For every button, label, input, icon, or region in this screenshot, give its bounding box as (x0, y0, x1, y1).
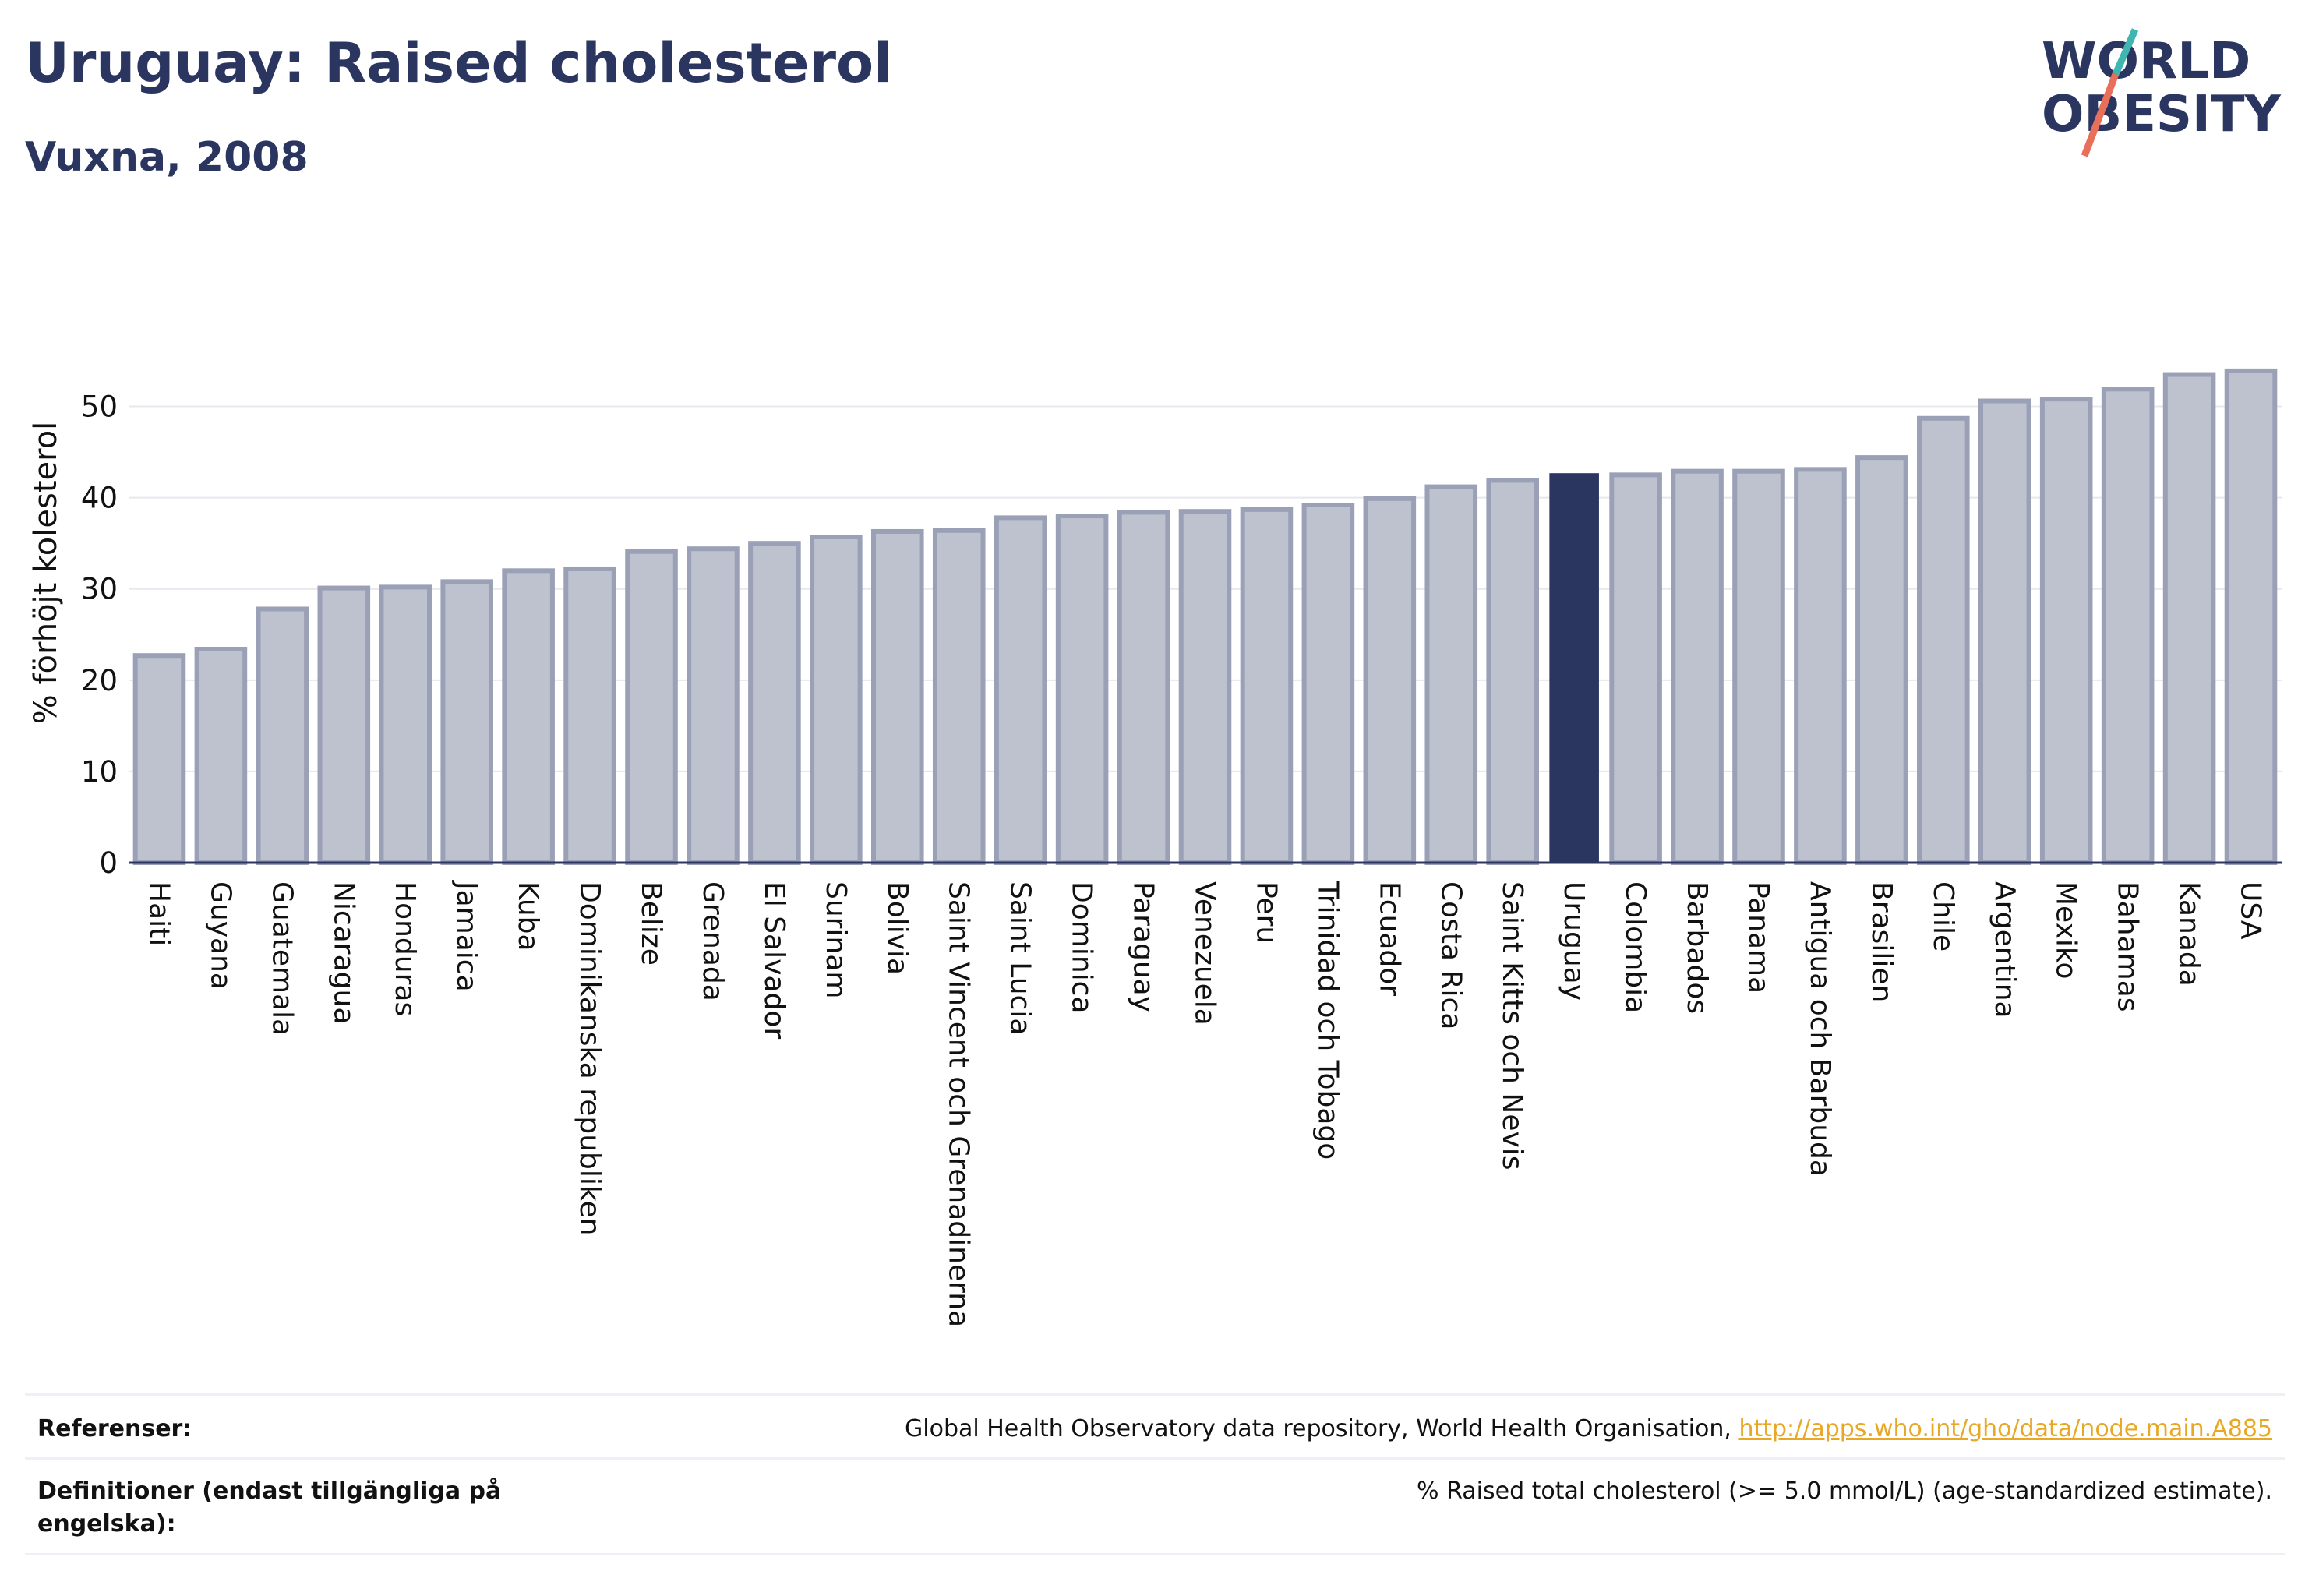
x-tick-label: Guyana (204, 881, 236, 990)
x-tick-label: Saint Lucia (1004, 881, 1036, 1035)
references-text: Global Health Observatory data repositor… (905, 1415, 1739, 1442)
references-label: Referenser: (37, 1415, 192, 1442)
x-tick-label: Antigua och Barbuda (1804, 881, 1836, 1177)
y-tick-label: 40 (81, 482, 118, 515)
page-title: Uruguay: Raised cholesterol (25, 31, 893, 95)
x-tick-label: Panama (1742, 881, 1774, 994)
logo-line2: OBESITY (2042, 86, 2281, 143)
bar-bolivia (870, 528, 924, 865)
references-value: Global Health Observatory data repositor… (905, 1413, 2272, 1446)
bar-guyana (194, 647, 248, 865)
y-axis-title: % förhöjt kolesterol (28, 422, 64, 725)
bar-haiti (132, 653, 186, 865)
x-tick-label: Kuba (512, 881, 544, 952)
bar-peru (1240, 507, 1294, 865)
bar-colombia (1609, 472, 1662, 865)
x-tick-label: Saint Kitts och Nevis (1496, 881, 1528, 1171)
y-tick-label: 30 (81, 573, 118, 606)
bar-usa (2224, 368, 2278, 865)
y-tick-label: 10 (81, 755, 118, 789)
x-tick-label: Chile (1927, 881, 1959, 952)
bar-kuba (502, 568, 555, 865)
y-tick-label: 50 (81, 390, 118, 424)
x-tick-label: Trinidad och Tobago (1311, 881, 1343, 1160)
bar-saint-kitts-och-nevis (1486, 478, 1540, 865)
bar-belize (625, 549, 678, 865)
logo-slash-teal (2112, 28, 2139, 76)
x-tick-label: Bolivia (881, 881, 913, 975)
x-tick-label: Haiti (143, 881, 175, 946)
x-tick-label: Nicaragua (327, 881, 359, 1024)
x-tick-label: USA (2235, 881, 2267, 940)
bar-chart: 0 10 20 30 40 50 Haiti Guyana Guatemala Nicaragua… (28, 368, 2282, 1328)
bar-uruguay (1549, 473, 1599, 863)
x-tick-label: Mexiko (2050, 881, 2082, 979)
bar-surinam (810, 534, 863, 865)
bar-brasilien (1855, 455, 1908, 865)
bar-el-salvador (748, 541, 801, 865)
bar-ecuador (1363, 496, 1417, 865)
x-tick-label: Argentina (1989, 881, 2021, 1019)
x-tick-label: Saint Vincent och Grenadinerna (943, 881, 975, 1327)
x-tick-label: Costa Rica (1435, 881, 1467, 1029)
x-tick-label: Venezuela (1189, 881, 1221, 1026)
bar-saint-lucia (994, 515, 1047, 865)
bar-nicaragua (317, 585, 371, 865)
bar-barbados (1671, 468, 1724, 865)
logo-line1: WORLD (2042, 33, 2250, 90)
bar-venezuela (1178, 509, 1232, 865)
definitions-row: Definitioner (endast tillgängliga på eng… (25, 1457, 2285, 1555)
bar-chile (1917, 415, 1970, 865)
definitions-value: % Raised total cholesterol (>= 5.0 mmol/… (1417, 1478, 2272, 1505)
x-tick-label: Surinam (820, 881, 852, 998)
x-tick-label: Uruguay (1558, 881, 1590, 1001)
logo-slash-coral (2081, 72, 2120, 157)
bar-mexiko (2039, 397, 2093, 866)
x-tick-label: Guatemala (266, 881, 298, 1036)
x-tick-label: Grenada (697, 881, 729, 1001)
bar-panama (1732, 468, 1785, 865)
x-tick-label: Honduras (389, 881, 421, 1016)
x-tick-label: Brasilien (1866, 881, 1897, 1002)
x-tick-label: Jamaica (450, 880, 482, 992)
x-tick-label: Peru (1250, 881, 1282, 944)
bar-kanada (2162, 372, 2216, 865)
world-obesity-logo: WORLD OBESITY (2042, 28, 2281, 157)
bar-guatemala (256, 606, 309, 865)
x-tick-label: Paraguay (1128, 881, 1160, 1012)
x-tick-label: Dominica (1066, 881, 1098, 1014)
tick-labels: 0 10 20 30 40 50 Haiti Guyana Guatemala Nicaragua… (81, 390, 2267, 1328)
bar-jamaica (440, 579, 493, 865)
bar-saint-vincent-och-grenadinerna (932, 528, 986, 865)
bar-costa-rica (1424, 484, 1478, 865)
bar-paraguay (1117, 510, 1170, 865)
x-tick-label: Ecuador (1373, 881, 1405, 996)
definitions-label: Definitioner (endast tillgängliga på eng… (37, 1478, 502, 1538)
x-tick-label: Bahamas (2112, 881, 2144, 1012)
references-link[interactable]: http://apps.who.int/gho/data/node.main.A… (1738, 1415, 2272, 1442)
bars (132, 368, 2278, 866)
bar-antigua-och-barbuda (1794, 467, 1847, 865)
x-tick-label: Belize (635, 881, 667, 966)
bar-honduras (379, 584, 432, 865)
bar-bahamas (2101, 387, 2155, 866)
y-tick-label: 20 (81, 664, 118, 697)
x-tick-label: El Salvador (758, 881, 790, 1039)
bar-argentina (1978, 398, 2031, 865)
x-tick-label: Kanada (2173, 881, 2205, 987)
references-row: Referenser: Global Health Observatory da… (25, 1393, 2285, 1460)
bar-trinidad-och-tobago (1301, 503, 1355, 865)
bar-dominica (1055, 514, 1109, 865)
x-tick-label: Colombia (1619, 881, 1651, 1013)
x-tick-label: Barbados (1681, 881, 1713, 1014)
bar-grenada (687, 546, 740, 865)
page-subtitle: Vuxna, 2008 (25, 134, 309, 181)
x-tick-label: Dominikanska republiken (574, 881, 605, 1235)
bar-dominikanska-republiken (563, 566, 616, 865)
y-tick-label: 0 (99, 846, 118, 880)
